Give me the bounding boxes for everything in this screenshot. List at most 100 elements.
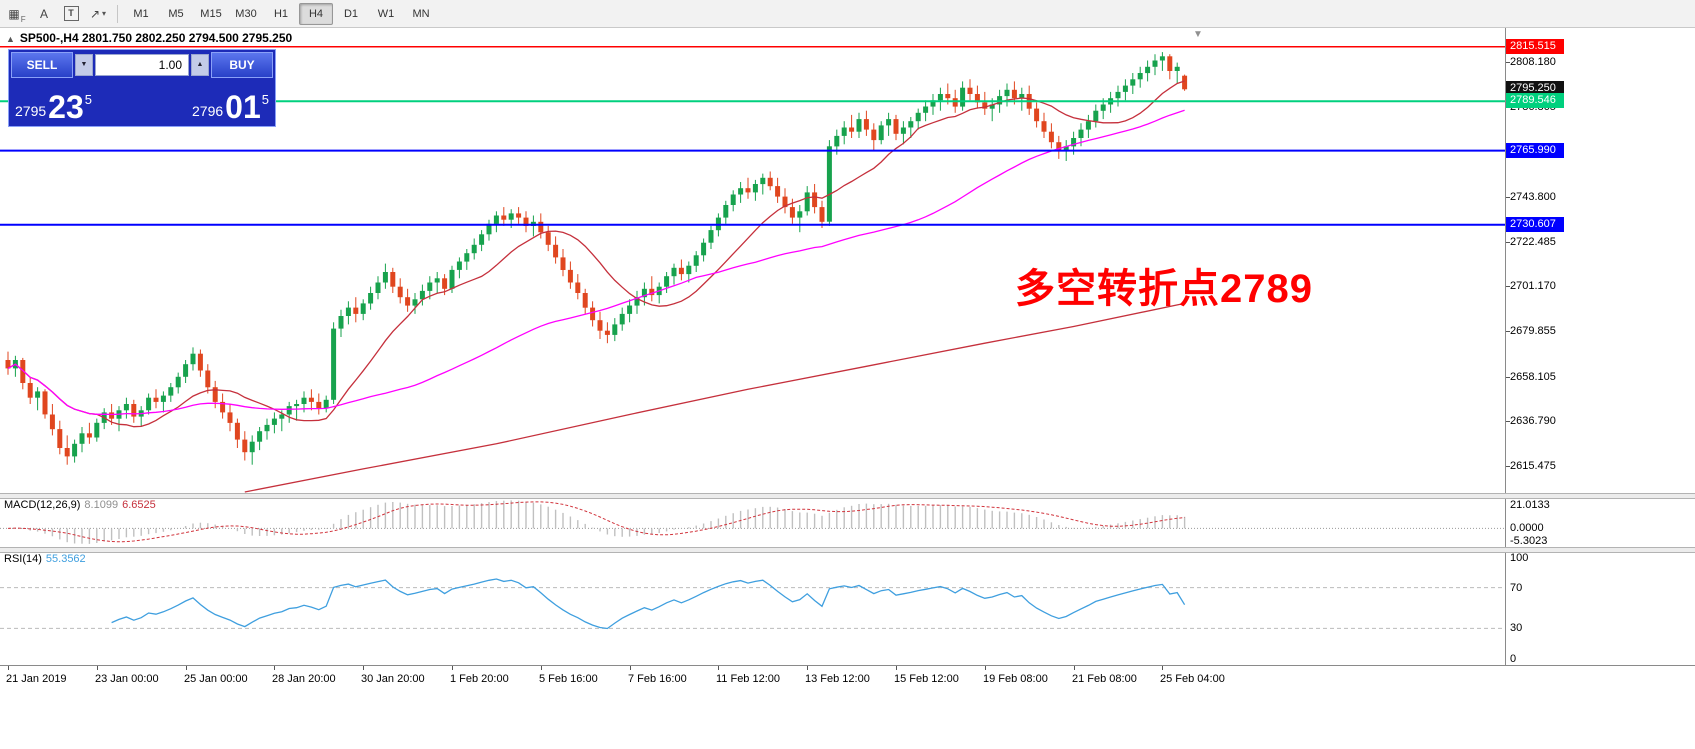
dropdown-caret-icon: ▾ [102, 9, 107, 18]
timeframe-h4-button[interactable]: H4 [299, 2, 333, 25]
time-axis-tick [1074, 666, 1075, 670]
lot-size-input[interactable]: 1.00 [95, 54, 189, 76]
price-axis[interactable]: 2808.1802786.8652765.5502743.8002722.485… [1505, 28, 1695, 665]
time-axis-label: 7 Feb 16:00 [628, 673, 687, 685]
sell-price-sup: 5 [84, 92, 92, 107]
price-line-badge[interactable]: 2795.250 [1506, 81, 1564, 96]
price-chart-panel[interactable]: ▲ SP500-,H4 2801.750 2802.250 2794.500 27… [0, 28, 1505, 493]
time-axis-label: 23 Jan 00:00 [95, 673, 159, 685]
time-axis-tick [1162, 666, 1163, 670]
time-axis-tick [186, 666, 187, 670]
timeframe-mn-button[interactable]: MN [412, 7, 430, 20]
time-axis-label: 1 Feb 20:00 [450, 673, 509, 685]
timeframe-m30-button[interactable]: M30 [235, 7, 257, 20]
timeframe-m1-button[interactable]: M1 [133, 7, 149, 20]
time-axis[interactable]: 21 Jan 2019 23 Jan 00:00 25 Jan 00:00 28 Ja… [0, 665, 1695, 693]
price-line-badge[interactable]: 2789.546 [1506, 93, 1564, 108]
time-axis-label: 21 Feb 08:00 [1072, 673, 1137, 685]
time-axis-tick [97, 666, 98, 670]
lot-increase-button[interactable]: ▲ [191, 54, 209, 76]
time-axis-label: 15 Feb 12:00 [894, 673, 959, 685]
price-gridline-label: 2722.485 [1510, 236, 1556, 248]
rsi-axis-label: 30 [1510, 622, 1523, 634]
macd-signal-value: 6.6525 [122, 499, 156, 511]
rsi-plot [0, 578, 1505, 630]
tool-text-box-button[interactable]: T [58, 3, 84, 25]
timeframe-d1-button[interactable]: D1 [343, 7, 359, 20]
time-axis-label: 25 Feb 04:00 [1160, 673, 1225, 685]
price-axis-tick [1506, 331, 1510, 332]
price-axis-tick [1506, 466, 1510, 467]
time-axis-label: 19 Feb 08:00 [983, 673, 1048, 685]
timeframe-h1-button[interactable]: H1 [273, 7, 289, 20]
time-axis-tick [630, 666, 631, 670]
timeframe-m5-button[interactable]: M5 [168, 7, 184, 20]
macd-label: MACD(12,26,9) 8.1099 6.6525 [4, 499, 156, 511]
time-axis-tick [896, 666, 897, 670]
buy-price-sup: 5 [261, 92, 269, 107]
rsi-name: RSI(14) [4, 553, 42, 565]
timeframe-buttons-group: M1 M5 M15 M30 H1 H4 D1 W1 MN [124, 2, 438, 25]
panel-separator[interactable] [0, 493, 1695, 499]
sell-button[interactable]: SELL [11, 52, 73, 78]
chart-grid-icon: ▦ [8, 6, 20, 21]
lot-decrease-button[interactable]: ▼ [75, 54, 93, 76]
time-axis-tick [541, 666, 542, 670]
rsi-axis-label: 100 [1510, 552, 1529, 564]
time-axis-label: 28 Jan 20:00 [272, 673, 336, 685]
one-click-trading-panel: SELL ▼ 1.00 ▲ BUY 2795 23 5 2796 01 5 [8, 49, 276, 127]
price-axis-tick [1506, 62, 1510, 63]
buy-price-small: 2796 [192, 103, 224, 119]
trade-panel-collapse-icon[interactable]: ▲ [6, 34, 15, 44]
tool-chart-grid-button[interactable]: ▦ F [4, 3, 30, 25]
macd-indicator-panel[interactable]: MACD(12,26,9) 8.1099 6.6525 [0, 497, 1505, 547]
price-axis-tick [1506, 242, 1510, 243]
price-line-badge[interactable]: 2815.515 [1506, 39, 1564, 54]
candlestick-plot [0, 46, 1505, 493]
rsi-value: 55.3562 [45, 553, 86, 565]
chart-shift-marker[interactable]: ▼ [1193, 29, 1203, 40]
price-line-badge[interactable]: 2765.990 [1506, 143, 1564, 158]
time-axis-tick [274, 666, 275, 670]
time-axis-tick [452, 666, 453, 670]
buy-price-big: 01 [225, 89, 261, 125]
macd-axis-max-label: 21.0133 [1510, 499, 1550, 511]
price-gridline-label: 2679.855 [1510, 325, 1556, 337]
price-gridline-label: 2701.170 [1510, 280, 1556, 292]
rsi-axis-label: 0 [1510, 653, 1517, 665]
timeframe-m15-button[interactable]: M15 [200, 7, 222, 20]
panel-separator[interactable] [0, 547, 1695, 553]
macd-axis-zero-label: 0.0000 [1510, 522, 1544, 534]
sell-price-quote[interactable]: 2795 23 5 [15, 91, 92, 123]
chart-window: ▲ SP500-,H4 2801.750 2802.250 2794.500 27… [0, 28, 1695, 749]
price-axis-tick [1506, 197, 1510, 198]
time-axis-tick [8, 666, 9, 670]
rsi-axis-label: 70 [1510, 582, 1523, 594]
price-axis-tick [1506, 377, 1510, 378]
chart-annotation-text[interactable]: 多空转折点2789 [1015, 267, 1313, 311]
ohlc-values: 2801.750 2802.250 2794.500 2795.250 [81, 31, 293, 45]
sell-price-small: 2795 [15, 103, 47, 119]
tool-text-label-button[interactable]: A [31, 3, 57, 25]
time-axis-tick [807, 666, 808, 670]
text-box-icon: T [63, 6, 79, 21]
tool-line-studies-button[interactable]: ↗ ▾ [85, 3, 111, 25]
time-axis-tick [718, 666, 719, 670]
price-gridline-label: 2808.180 [1510, 56, 1556, 68]
toolbar-separator [117, 4, 118, 23]
timeframe-w1-button[interactable]: W1 [377, 7, 395, 20]
price-gridline-label: 2615.475 [1510, 460, 1556, 472]
price-line-badge[interactable]: 2730.607 [1506, 217, 1564, 232]
symbol-name: SP500-,H4 [19, 31, 79, 45]
time-axis-label: 5 Feb 16:00 [539, 673, 598, 685]
macd-plot [0, 500, 1505, 544]
time-axis-label: 11 Feb 12:00 [716, 673, 781, 685]
toolbar: ▦ F A T ↗ ▾ M1 M5 M15 M30 H1 H4 D1 W1 MN [0, 0, 1695, 28]
buy-button[interactable]: BUY [211, 52, 273, 78]
rsi-label: RSI(14) 55.3562 [4, 553, 86, 565]
price-gridline-label: 2658.105 [1510, 371, 1556, 383]
buy-price-quote[interactable]: 2796 01 5 [192, 89, 269, 125]
rsi-indicator-panel[interactable]: RSI(14) 55.3562 [0, 551, 1505, 665]
price-gridline-label: 2636.790 [1510, 415, 1556, 427]
